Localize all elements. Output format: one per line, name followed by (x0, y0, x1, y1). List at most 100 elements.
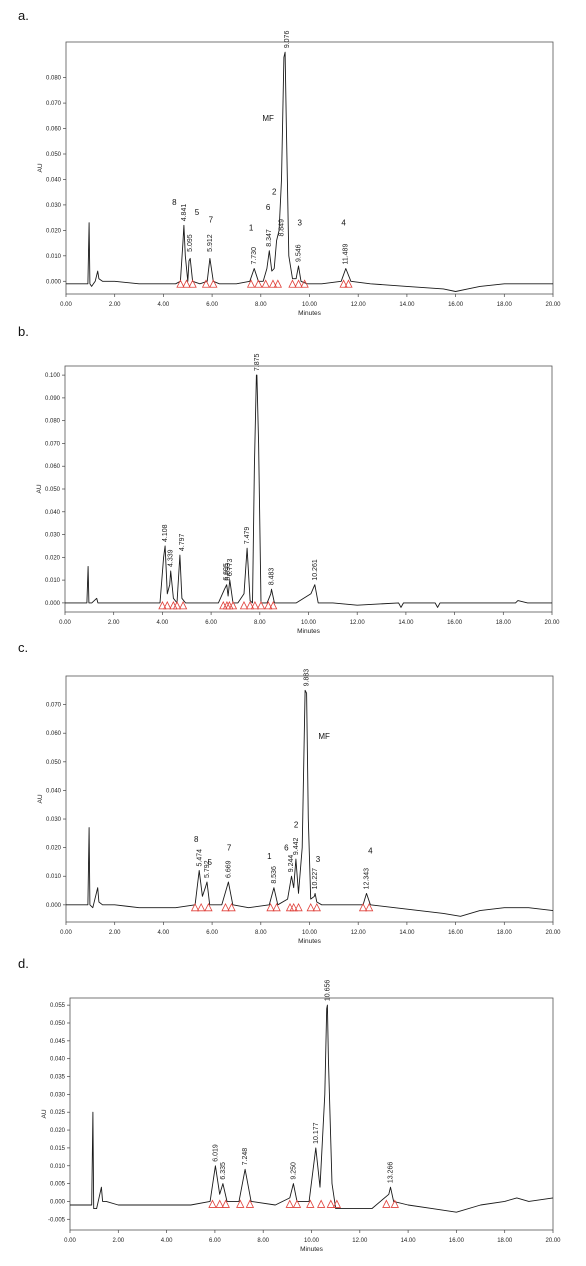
y-tick-label: 0.010 (50, 1164, 66, 1170)
peak-id-annotation: 1 (249, 223, 254, 232)
y-tick-label: 0.050 (50, 1021, 66, 1027)
x-tick-label: 20.00 (544, 620, 560, 626)
y-tick-label: 0.070 (46, 703, 62, 709)
y-tick-label: 0.020 (46, 228, 62, 234)
x-tick-label: 20.00 (545, 1238, 561, 1244)
peak-boundary-marker (221, 902, 230, 912)
y-tick-label: 0.050 (45, 487, 61, 493)
peak-id-annotation: 7 (209, 216, 214, 225)
chart-panel-b: b. 0.000 0.010 0.020 0.030 0.040 0.050 0.060 0.… (0, 316, 586, 635)
x-tick-label: 16.00 (448, 930, 464, 936)
retention-time-label: 6.019 (212, 1144, 219, 1162)
x-tick-label: 18.00 (497, 302, 513, 308)
peak-boundary-marker (306, 1199, 315, 1208)
peak-boundary-marker (222, 600, 232, 610)
peak-boundary-marker (365, 902, 374, 912)
x-tick-label: 12.00 (351, 930, 367, 936)
retention-time-label: 7.730 (251, 247, 258, 265)
x-axis-label: Minutes (297, 628, 321, 635)
x-tick-label: 4.00 (161, 1238, 173, 1244)
peak-boundary-marker (339, 279, 348, 288)
x-tick-label: 20.00 (545, 930, 561, 936)
x-tick-label: 8.00 (257, 1238, 269, 1244)
chromatogram-d: -0.005 0.000 0.005 0.010 0.015 0.020 0.025 0.03… (41, 980, 561, 1253)
peak-boundary-marker (358, 902, 368, 912)
retention-time-label: 7.479 (244, 527, 251, 545)
x-tick-label: 6.00 (205, 620, 217, 626)
peak-boundary-marker (289, 902, 298, 912)
peak-boundary-marker (225, 600, 234, 610)
x-axis-label: Minutes (298, 938, 322, 945)
x-tick-label: 4.00 (158, 302, 170, 308)
peak-boundary-marker (266, 902, 275, 912)
y-tick-label: 0.030 (50, 1092, 66, 1098)
x-tick-label: 20.00 (545, 302, 561, 308)
y-tick-label: 0.055 (50, 1003, 66, 1009)
peak-boundary-marker (208, 1199, 217, 1208)
peak-boundary-marker (178, 600, 188, 610)
x-tick-label: 12.00 (352, 1238, 368, 1244)
retention-time-label: 9.250 (290, 1162, 297, 1180)
y-tick-label: 0.080 (46, 76, 62, 82)
x-tick-label: 18.00 (497, 930, 513, 936)
x-tick-label: 2.00 (109, 302, 121, 308)
y-tick-label: 0.030 (46, 203, 62, 209)
retention-time-label: 6.335 (220, 1162, 227, 1180)
x-tick-label: 18.00 (496, 620, 512, 626)
peak-boundary-marker (169, 600, 178, 610)
y-tick-label: 0.080 (45, 419, 61, 425)
y-axis-label: AU (37, 794, 44, 803)
y-tick-label: 0.040 (45, 510, 61, 516)
y-tick-label: 0.040 (50, 1057, 66, 1063)
panel-label-c: c. (18, 640, 29, 655)
peak-boundary-marker (390, 1199, 399, 1208)
y-tick-label: 0.025 (50, 1110, 66, 1116)
y-tick-label: 0.050 (46, 760, 62, 766)
peak-boundary-marker (236, 1199, 245, 1208)
y-tick-label: 0.000 (45, 601, 61, 607)
x-tick-label: 8.00 (255, 930, 267, 936)
plot-frame (65, 675, 554, 923)
peak-boundary-marker (228, 600, 238, 610)
chromatogram-trace (70, 1004, 554, 1213)
x-axis-label: Minutes (298, 310, 322, 317)
x-tick-label: 0.00 (60, 930, 72, 936)
y-tick-label: 0.000 (46, 279, 62, 285)
peak-id-annotation: 5 (195, 208, 200, 217)
peak-boundary-marker (219, 600, 228, 610)
chromatogram-c: 0.000 0.010 0.020 0.030 0.040 0.050 0.060 0.070… (37, 669, 561, 945)
y-tick-label: 0.060 (45, 464, 61, 470)
y-tick-label: 0.010 (45, 578, 61, 584)
peak-boundary-marker (261, 279, 270, 288)
peak-boundary-marker (182, 279, 191, 288)
retention-time-label: 13.266 (387, 1162, 394, 1184)
peak-boundary-marker (190, 902, 200, 912)
peak-boundary-marker (256, 600, 266, 610)
x-tick-label: 14.00 (399, 302, 415, 308)
x-tick-label: 2.00 (112, 1238, 124, 1244)
y-tick-label: 0.020 (45, 555, 61, 561)
retention-time-label: 8.483 (269, 568, 276, 586)
chart-panel-c: c. 0.000 0.010 0.020 0.030 0.040 0.050 0.060 0.… (0, 632, 586, 948)
y-axis-label: AU (41, 1109, 48, 1118)
plot-frame (65, 41, 554, 295)
retention-time-label: 8.536 (271, 866, 278, 884)
peak-boundary-marker (285, 902, 295, 912)
y-axis-label: AU (37, 163, 44, 172)
x-tick-label: 14.00 (399, 930, 415, 936)
retention-time-label: 11.489 (343, 244, 350, 265)
peak-id-annotation: 2 (294, 821, 299, 830)
y-tick-label: 0.050 (46, 152, 62, 158)
peak-boundary-marker (245, 600, 255, 610)
peak-boundary-marker (163, 600, 172, 610)
y-tick-label: 0.020 (46, 846, 62, 852)
retention-time-label: 12.343 (364, 868, 371, 890)
peak-id-annotation: 2 (272, 188, 277, 197)
peak-boundary-marker (288, 279, 297, 288)
peak-boundary-marker (158, 600, 167, 610)
retention-time-label: 6.669 (225, 860, 232, 878)
peak-id-annotation: 6 (266, 203, 271, 212)
peak-boundary-marker (317, 1199, 326, 1208)
peak-boundary-marker (215, 1199, 224, 1208)
y-tick-label: 0.030 (46, 817, 62, 823)
